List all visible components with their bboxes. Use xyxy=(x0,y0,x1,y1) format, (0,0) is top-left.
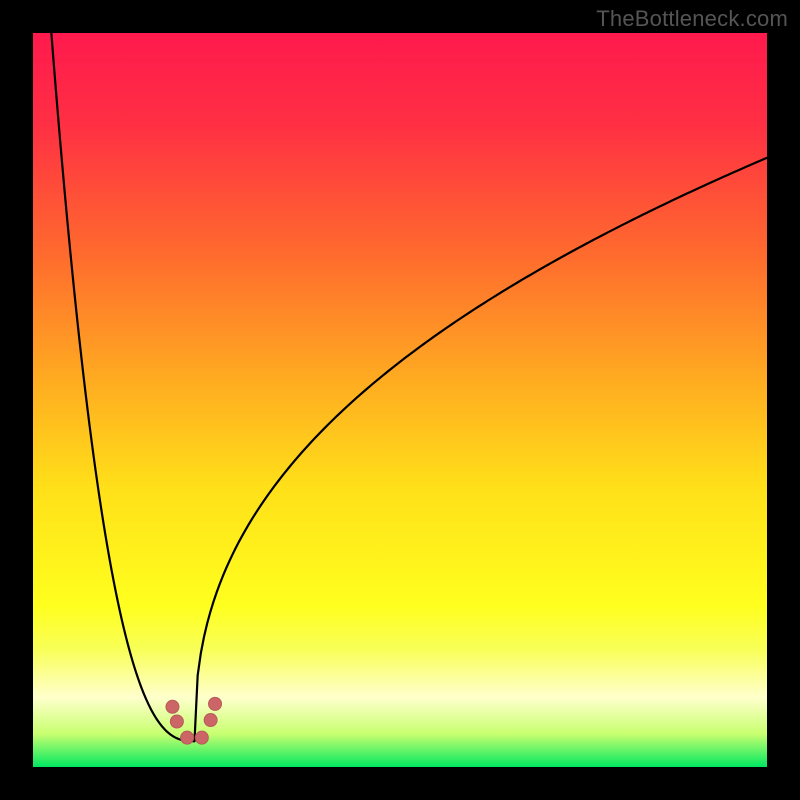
watermark-text: TheBottleneck.com xyxy=(596,6,788,32)
figure-frame: TheBottleneck.com xyxy=(0,0,800,800)
marker-dot xyxy=(181,731,194,744)
marker-dot xyxy=(166,700,179,713)
gradient-background xyxy=(33,33,767,767)
marker-dot xyxy=(170,715,183,728)
marker-dot xyxy=(195,731,208,744)
plot-area xyxy=(33,33,767,767)
marker-dot xyxy=(209,697,222,710)
marker-dot xyxy=(204,714,217,727)
plot-svg xyxy=(33,33,767,767)
